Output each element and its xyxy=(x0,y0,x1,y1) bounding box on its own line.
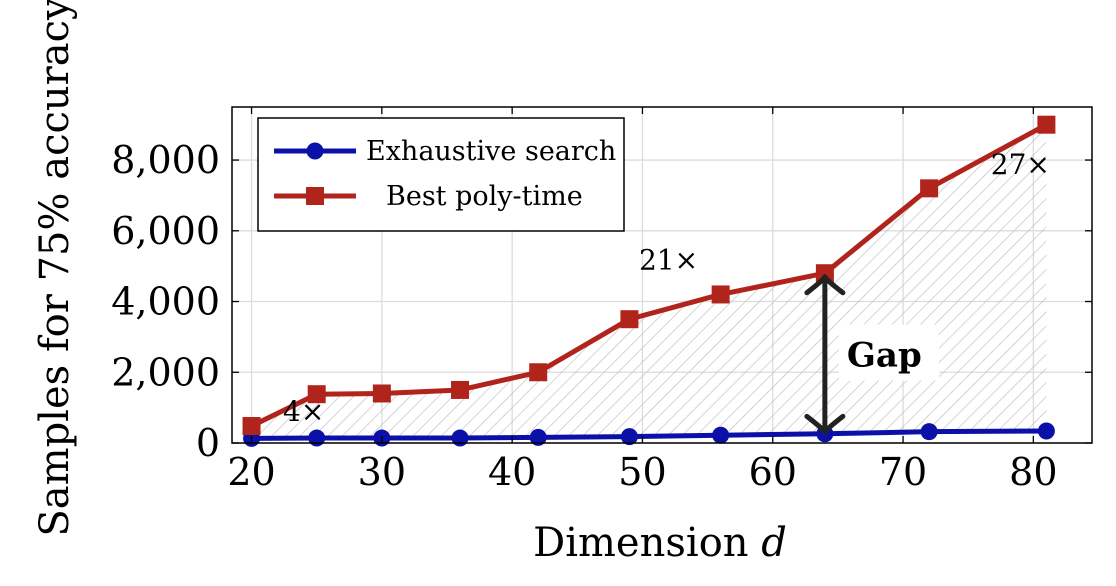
data-point xyxy=(451,380,470,399)
legend-marker xyxy=(306,142,324,160)
x-tick-label: 50 xyxy=(618,450,666,494)
x-tick-label: 70 xyxy=(879,450,927,494)
x-axis-label-text: Dimension xyxy=(533,520,761,566)
gap-label: Gap xyxy=(847,336,922,376)
data-point xyxy=(1037,422,1055,440)
y-tick-label: 8,000 xyxy=(111,138,220,182)
series-layer xyxy=(242,115,1056,447)
series-line xyxy=(251,428,1047,441)
data-point xyxy=(372,384,391,403)
data-point xyxy=(451,429,469,447)
series-line xyxy=(250,122,1048,429)
x-tick-label: 60 xyxy=(749,450,797,494)
data-point xyxy=(711,285,730,304)
x-axis-label: Dimension d xyxy=(533,520,787,566)
data-point xyxy=(712,426,730,444)
x-tick-label: 80 xyxy=(1009,450,1057,494)
data-point xyxy=(307,385,326,404)
x-tick-label: 40 xyxy=(488,450,536,494)
series-best-poly-time xyxy=(242,115,1056,436)
y-tick-label: 2,000 xyxy=(111,350,220,394)
legend-label: Best poly-time xyxy=(386,181,583,212)
data-point xyxy=(1037,115,1056,134)
gap-arrow xyxy=(804,274,846,435)
gap-annotation: Gap xyxy=(804,274,939,435)
legend-label: Exhaustive search xyxy=(366,136,616,167)
ratio-annotation: 21× xyxy=(639,244,698,277)
legend-entry: Exhaustive search xyxy=(274,136,616,167)
y-tick-label: 6,000 xyxy=(111,209,220,253)
ratio-annotation: 27× xyxy=(991,148,1050,181)
y-axis-label: Samples for 75% accuracy xyxy=(32,0,78,537)
legend-entry: Best poly-time xyxy=(274,181,583,212)
x-tick-label: 20 xyxy=(227,450,275,494)
data-point xyxy=(242,417,261,436)
data-point xyxy=(920,179,939,198)
data-point xyxy=(308,429,326,447)
x-tick-label: 30 xyxy=(358,450,406,494)
legend-marker xyxy=(306,187,324,205)
legend: Exhaustive search Best poly-time xyxy=(257,117,625,232)
legend-box xyxy=(257,117,625,232)
data-point xyxy=(920,423,938,441)
data-point xyxy=(620,428,638,446)
data-point xyxy=(529,428,547,446)
ticks: 20 30 40 50 60 70 80 0 2,000 4,000 6,000 8,000 xyxy=(111,107,1092,494)
data-point xyxy=(815,264,834,283)
y-tick-label: 4,000 xyxy=(111,280,220,324)
annotations: 4× 21× 27× xyxy=(283,148,1050,428)
plot-frame xyxy=(231,106,1093,444)
y-tick-label: 0 xyxy=(196,421,220,465)
x-axis-label-variable: d xyxy=(761,520,787,566)
data-point xyxy=(529,363,548,382)
ratio-annotation: 4× xyxy=(283,395,324,428)
data-point xyxy=(620,310,639,329)
gap-label-background xyxy=(838,324,939,381)
